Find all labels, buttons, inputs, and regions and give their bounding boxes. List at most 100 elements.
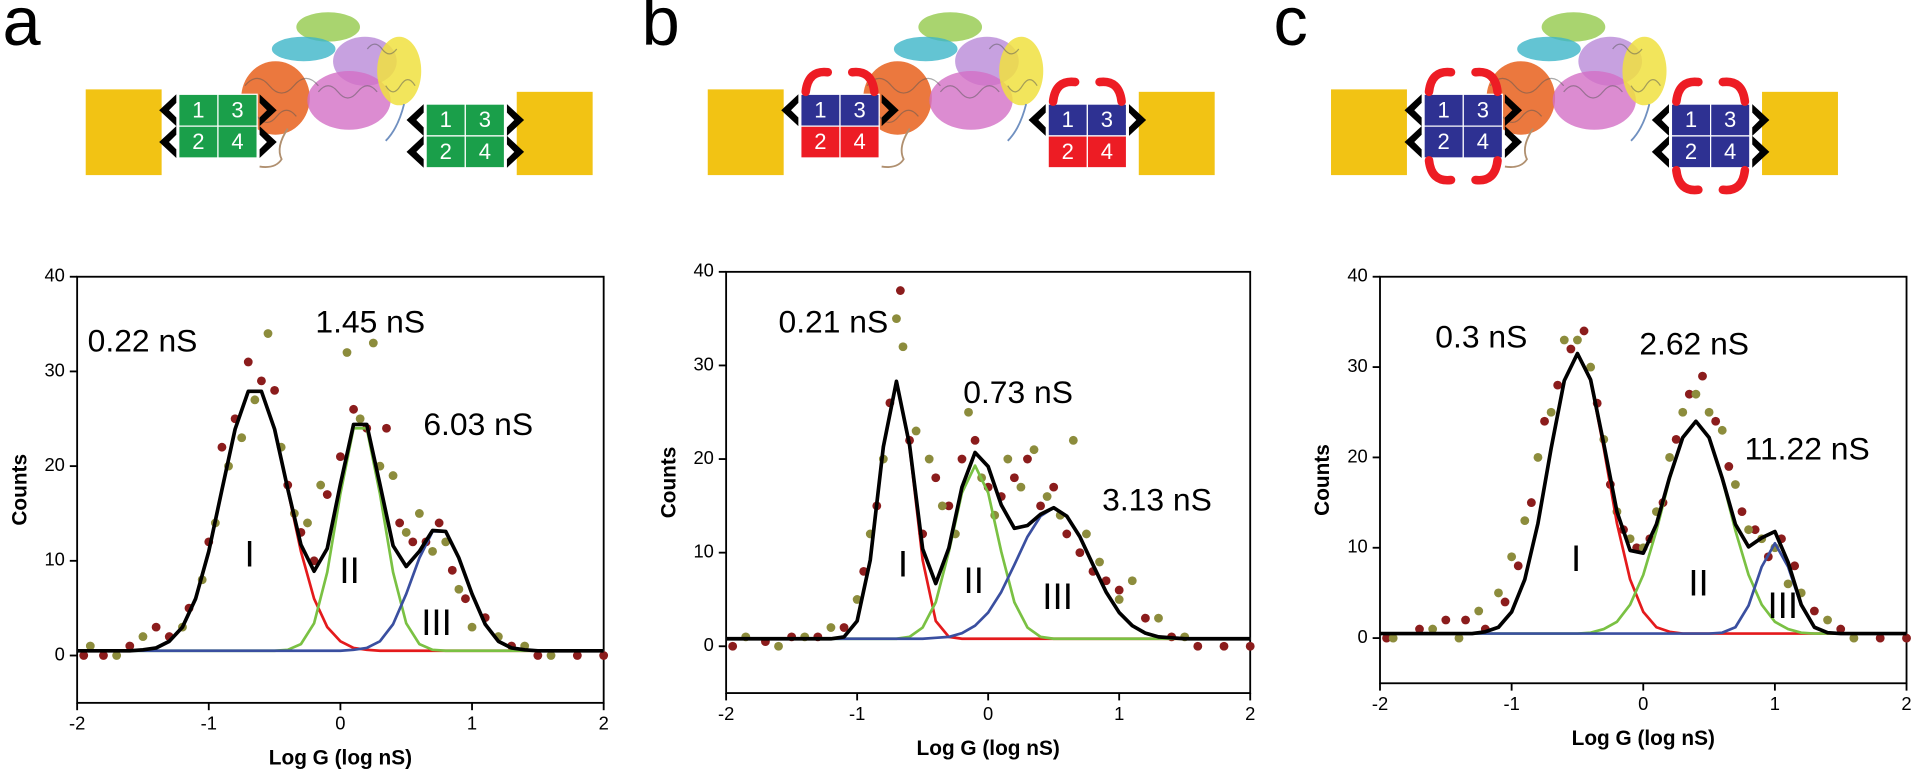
x-tick-label: -1: [1503, 693, 1519, 714]
data-point: [1671, 434, 1681, 444]
protein-tail: [1504, 128, 1534, 168]
x-tick-label: 2: [599, 713, 609, 734]
peak-index: I: [1571, 538, 1581, 579]
data-point: [125, 641, 135, 651]
data-point: [1691, 389, 1701, 399]
x-tick-label: 2: [1245, 703, 1255, 724]
protein-coil: [1612, 43, 1643, 55]
module-cell: [839, 93, 880, 127]
y-tick-label: 20: [693, 447, 713, 468]
x-tick-label: -2: [1372, 693, 1388, 714]
data-point: [1678, 407, 1688, 417]
protein-coil: [939, 85, 1000, 99]
module-cell: [1709, 135, 1751, 169]
data-point: [1724, 462, 1734, 471]
receptor-arc: [847, 67, 879, 97]
peak-index: III: [1042, 576, 1073, 617]
linker: [159, 126, 177, 158]
linker: [1404, 126, 1422, 158]
y-axis-label: Counts: [1311, 444, 1334, 516]
data-point: [434, 518, 444, 528]
data-point: [1441, 615, 1451, 625]
protein-tail: [881, 128, 911, 168]
receptor-arc: [1424, 156, 1456, 185]
receptor-arc: [801, 67, 833, 97]
data-point: [970, 435, 980, 445]
data-point: [382, 423, 391, 433]
data-point: [1415, 624, 1424, 634]
data-point: [1823, 615, 1832, 625]
linker: [1404, 94, 1422, 127]
module-label: 3: [479, 107, 491, 132]
module-label: 3: [231, 97, 243, 122]
module-cell: [1423, 93, 1464, 127]
module-cell: [217, 125, 258, 159]
module-cell: [1670, 103, 1712, 137]
receptor-arc: [1048, 77, 1080, 106]
protein-tail: [259, 128, 289, 168]
data-point: [1546, 407, 1556, 417]
data-point: [911, 426, 921, 436]
protein-domain: [999, 36, 1044, 106]
data-point: [839, 623, 849, 632]
data-point: [461, 594, 470, 604]
data-point: [895, 286, 905, 295]
y-tick-label: 30: [44, 359, 64, 380]
data-point: [1553, 380, 1563, 390]
data-point: [957, 454, 967, 464]
data-point: [270, 385, 279, 395]
data-point: [1790, 561, 1800, 571]
peak-label: 0.22 nS: [88, 322, 198, 358]
receptor-arc: [1718, 165, 1750, 195]
fit-curve: [726, 506, 1251, 641]
x-axis-label: Log G (log nS): [1572, 727, 1715, 750]
data-point: [257, 376, 266, 386]
data-point: [1849, 633, 1859, 643]
module-label: 1: [192, 97, 204, 122]
data-point: [1500, 597, 1510, 607]
data-point: [316, 480, 326, 490]
panel-label: c: [1273, 0, 1307, 60]
y-tick-label: 0: [704, 634, 714, 655]
data-point: [1809, 606, 1819, 616]
peak-index: I: [244, 534, 254, 575]
schematic: 1 3 2 4 1 3 2 4: [1331, 12, 1838, 195]
data-point: [1193, 641, 1203, 651]
data-point: [1902, 633, 1911, 643]
x-tick-label: -1: [849, 703, 865, 724]
data-point: [774, 641, 783, 651]
data-point: [263, 329, 273, 338]
schematic: 1 3 2 4 1 3 2 4: [707, 12, 1215, 176]
data-point: [898, 342, 908, 352]
peak-label: 2.62 nS: [1639, 326, 1749, 362]
x-axis-label: Log G (log nS): [269, 747, 412, 770]
data-point: [1698, 371, 1707, 381]
peak-index: II: [964, 560, 984, 601]
data-point: [937, 501, 947, 511]
data-point: [546, 651, 556, 660]
y-tick-label: 20: [44, 454, 64, 475]
linker: [881, 94, 899, 127]
data-point: [342, 348, 352, 357]
data-point: [395, 518, 405, 528]
module-cell: [178, 125, 219, 159]
protein-domain: [241, 61, 310, 135]
data-point: [1082, 529, 1091, 539]
receptor-arc: [1095, 77, 1126, 106]
protein-coil: [244, 77, 319, 94]
data-point: [349, 404, 358, 414]
module-cell: [1462, 125, 1504, 159]
fit-curve: [726, 379, 1251, 641]
data-point: [1520, 516, 1530, 526]
data-point: [1023, 454, 1032, 464]
electrode: [516, 91, 593, 176]
linker: [1752, 104, 1770, 136]
y-axis-label: Counts: [657, 447, 680, 519]
data-point: [250, 395, 260, 405]
module-label: 2: [192, 129, 204, 154]
protein-domain: [1541, 12, 1606, 42]
module-label: 4: [1101, 139, 1113, 164]
receptor-arc: [1672, 77, 1703, 106]
peak-index: II: [1688, 562, 1708, 603]
module-label: 1: [814, 97, 826, 122]
